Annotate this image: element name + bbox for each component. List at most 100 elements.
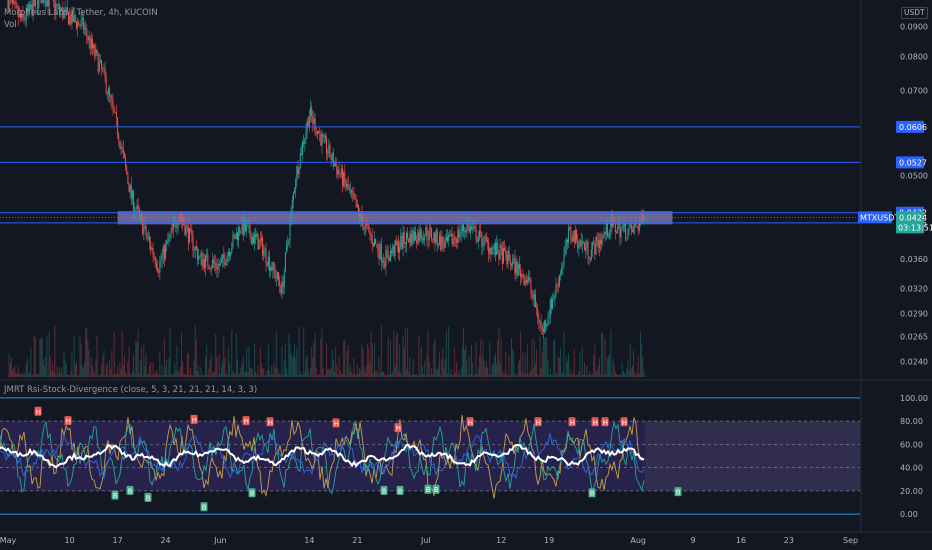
volume-bar xyxy=(639,331,641,377)
candle-body xyxy=(96,50,98,54)
volume-bar xyxy=(350,364,351,377)
candle-body xyxy=(539,321,541,323)
candle-body xyxy=(563,254,565,265)
volume-bar xyxy=(635,374,637,377)
candle-body xyxy=(425,226,427,236)
candle-body xyxy=(627,230,629,239)
candle-body xyxy=(47,0,49,7)
volume-bar xyxy=(167,374,169,377)
candle-body xyxy=(471,226,473,230)
candle-body xyxy=(243,221,245,235)
volume-bar xyxy=(104,374,106,377)
candle-body xyxy=(342,168,344,186)
candle-body xyxy=(479,230,481,238)
volume-bar xyxy=(424,360,426,377)
candle-body xyxy=(537,309,539,319)
volume-bar xyxy=(433,342,435,377)
volume-bar xyxy=(239,373,241,377)
candle-body xyxy=(106,93,108,95)
volume-bar xyxy=(155,370,157,377)
candle-body xyxy=(81,17,83,21)
candle-body xyxy=(403,232,405,243)
volume-bar xyxy=(112,374,114,377)
volume-bar xyxy=(205,356,207,377)
candle-body xyxy=(300,153,302,155)
volume-bar xyxy=(281,346,283,377)
candle-body xyxy=(314,118,316,133)
volume-bar xyxy=(97,374,99,377)
candle-body xyxy=(138,208,140,215)
candle-body xyxy=(456,238,458,243)
candle-body xyxy=(448,234,450,241)
candle-body xyxy=(620,229,622,238)
candle-body xyxy=(401,236,403,249)
candle-body xyxy=(244,221,246,232)
candle-body xyxy=(28,4,30,12)
candle-body xyxy=(590,249,592,259)
candle-body xyxy=(311,107,313,117)
candle-body xyxy=(119,141,121,149)
volume-bar xyxy=(557,356,559,377)
volume-bar xyxy=(474,373,476,377)
volume-bar xyxy=(383,371,385,377)
candle-body xyxy=(562,264,564,268)
candle-body xyxy=(405,232,407,244)
candle-body xyxy=(319,133,321,135)
candle-body xyxy=(226,254,228,263)
volume-bar xyxy=(460,368,462,377)
volume-bar xyxy=(586,365,588,377)
volume-bar xyxy=(356,364,358,377)
candle-body xyxy=(252,236,254,244)
candle-body xyxy=(494,243,496,255)
volume-bar xyxy=(66,374,68,377)
volume-bar xyxy=(224,357,226,377)
indicator-title[interactable]: JMRT Rsi-Stock-Divergence (close, 5, 3, … xyxy=(4,385,258,395)
candle-body xyxy=(327,153,329,154)
volume-bar xyxy=(576,374,578,377)
candle-body xyxy=(151,247,153,250)
volume-bar xyxy=(91,366,93,377)
currency-badge[interactable]: USDT xyxy=(901,7,928,19)
volume-bar xyxy=(626,368,628,377)
volume-bar xyxy=(47,374,49,377)
candle-body xyxy=(510,264,512,266)
candle-body xyxy=(25,8,27,20)
candle-body xyxy=(437,245,439,246)
volume-bar xyxy=(129,373,131,377)
volume-bar xyxy=(604,338,606,377)
candle-body xyxy=(524,279,526,285)
candle-body xyxy=(256,233,258,237)
volume-bar xyxy=(537,374,539,377)
volume-bar xyxy=(99,374,101,377)
volume-bar xyxy=(12,369,14,377)
candle-body xyxy=(274,270,276,279)
volume-bar xyxy=(516,375,518,377)
volume-bar xyxy=(17,366,19,377)
volume-bar xyxy=(287,374,289,377)
volume-bar xyxy=(185,374,187,377)
candle-body xyxy=(185,225,187,235)
candle-body xyxy=(171,228,173,229)
candle-body xyxy=(630,224,632,231)
candle-body xyxy=(444,240,446,248)
candle-body xyxy=(64,8,66,11)
candle-body xyxy=(378,251,380,259)
candle-body xyxy=(436,230,438,246)
volume-bar xyxy=(565,356,567,377)
volume-bar xyxy=(397,371,399,377)
candle-body xyxy=(353,193,355,199)
candle-body xyxy=(576,229,578,239)
volume-bar xyxy=(521,371,523,377)
volume-bar xyxy=(297,374,299,377)
volume-bar xyxy=(592,374,594,377)
volume-bar xyxy=(404,327,406,377)
candle-body xyxy=(287,242,289,246)
volume-bar xyxy=(131,371,133,377)
candle-body xyxy=(299,153,301,169)
volume-bar xyxy=(510,337,512,377)
volume-bar xyxy=(96,335,98,377)
countdown-label: 03:13:51 xyxy=(898,223,932,232)
candle-body xyxy=(53,0,55,1)
